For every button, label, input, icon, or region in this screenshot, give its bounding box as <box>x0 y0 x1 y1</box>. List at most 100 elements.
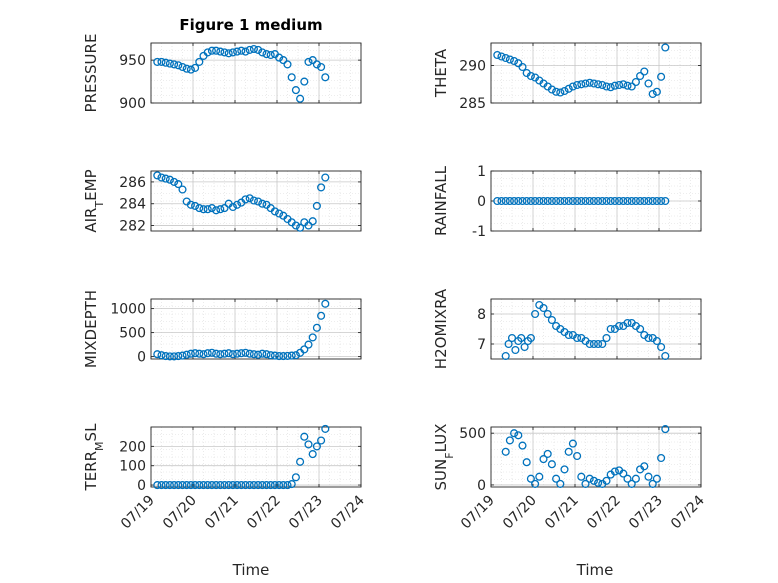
data-point <box>245 349 254 358</box>
data-point <box>237 46 246 55</box>
data-point <box>203 205 212 214</box>
data-point <box>585 339 594 349</box>
data-point <box>581 479 590 488</box>
data-point <box>312 323 321 332</box>
data-point <box>216 47 225 56</box>
data-point <box>317 62 326 72</box>
data-point <box>543 309 552 319</box>
major-grid-air-temp <box>151 171 361 231</box>
y-tick-label: 100 <box>119 459 146 475</box>
data-point <box>552 474 561 483</box>
data-point <box>191 63 200 72</box>
data-point <box>504 339 513 349</box>
data-point <box>547 460 556 469</box>
data-point <box>228 202 237 212</box>
subplot-theta: 285 290 THETA <box>432 42 702 112</box>
data-point <box>623 81 632 90</box>
data-point <box>317 436 326 445</box>
data-point <box>291 351 300 360</box>
data-point <box>296 457 305 466</box>
data-point <box>153 57 162 66</box>
data-point <box>535 472 544 481</box>
data-point <box>216 481 225 490</box>
data-point <box>212 206 221 215</box>
data-point <box>237 481 246 490</box>
data-point <box>598 339 607 349</box>
data-point <box>195 57 204 66</box>
data-point <box>602 82 611 91</box>
series-pressure <box>153 44 330 103</box>
series-h2omixra <box>501 300 670 361</box>
data-point <box>518 62 527 72</box>
data-point <box>312 201 321 210</box>
data-point <box>531 479 540 488</box>
y-tick-label: 286 <box>119 175 146 191</box>
data-point <box>610 467 619 476</box>
data-point <box>233 349 242 358</box>
data-point <box>619 196 628 206</box>
y-tick-label: 950 <box>119 53 146 69</box>
data-point <box>648 89 657 99</box>
y-tick-label: 1 <box>477 164 486 180</box>
data-point <box>321 173 330 182</box>
data-point <box>228 350 237 359</box>
data-point <box>531 196 540 206</box>
data-point <box>241 47 250 56</box>
data-point <box>258 48 267 57</box>
data-point <box>636 324 645 334</box>
data-point <box>640 196 649 206</box>
subplot-h2omixra: 7 8 H2OMIXRA <box>432 288 702 369</box>
data-point <box>170 60 179 69</box>
data-point <box>501 447 510 456</box>
data-point <box>165 352 174 361</box>
data-point <box>514 431 523 440</box>
data-point <box>317 183 326 192</box>
data-point <box>507 333 517 343</box>
data-point <box>296 94 305 103</box>
data-point <box>308 217 317 226</box>
data-point <box>539 455 548 464</box>
data-point <box>514 196 523 206</box>
minor-grid-terr-msl <box>151 427 361 487</box>
data-point <box>191 349 200 358</box>
data-point <box>623 318 632 328</box>
data-point <box>212 349 221 358</box>
data-point <box>157 351 166 360</box>
data-point <box>304 221 313 230</box>
data-point <box>279 56 288 65</box>
data-point <box>270 481 279 490</box>
y-tick-label: -1 <box>472 224 486 240</box>
y-tick-label: 282 <box>119 219 146 235</box>
data-point <box>186 65 195 74</box>
data-point <box>573 196 582 206</box>
data-point <box>178 351 187 360</box>
data-point <box>657 72 666 81</box>
y-tick-label: 0 <box>137 478 146 494</box>
data-point <box>270 351 279 360</box>
data-point <box>640 67 649 76</box>
data-point <box>157 57 166 66</box>
series-mixdepth <box>153 299 330 361</box>
data-point <box>619 80 628 89</box>
data-point <box>195 481 204 490</box>
data-point <box>602 333 611 343</box>
data-point <box>279 352 288 361</box>
data-point <box>258 481 267 490</box>
data-point <box>207 481 216 490</box>
data-point <box>308 333 317 342</box>
axes-box-air-temp <box>150 170 362 232</box>
series-terr-msl <box>153 424 330 490</box>
y-tick-label: 500 <box>119 326 146 342</box>
data-point <box>182 481 191 490</box>
data-point <box>568 82 577 91</box>
data-point <box>615 80 624 90</box>
data-point <box>212 46 221 55</box>
data-point <box>157 481 166 490</box>
data-point <box>241 348 250 357</box>
data-point <box>308 450 317 459</box>
y-tick-label: 0 <box>477 194 486 210</box>
data-point <box>224 481 233 490</box>
data-point <box>258 349 267 358</box>
data-point <box>191 481 200 490</box>
data-point <box>644 333 653 343</box>
